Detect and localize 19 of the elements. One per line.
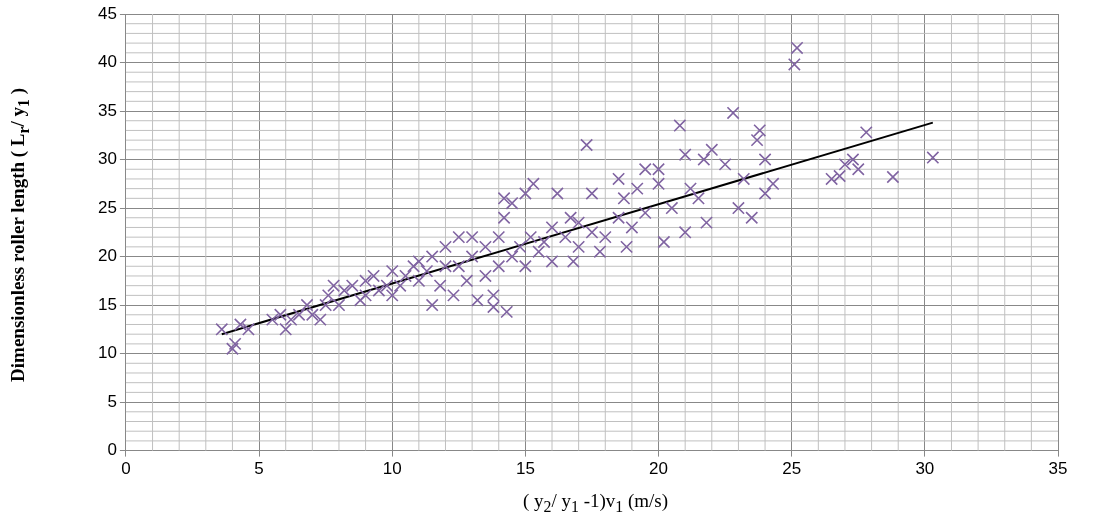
y-tick-label: 15	[97, 294, 117, 314]
y-tick-label: 45	[97, 3, 117, 23]
x-tick-label: 30	[915, 459, 935, 479]
x-tick-label: 10	[382, 459, 402, 479]
y-tick-label: 10	[97, 343, 117, 363]
y-tick-label: 40	[97, 52, 117, 72]
y-tick-label: 35	[97, 100, 117, 120]
x-tick-label: 0	[121, 459, 131, 479]
x-tick-label: 20	[649, 459, 668, 479]
y-tick-label: 20	[97, 246, 117, 266]
y-tick-label: 25	[97, 197, 117, 217]
x-tick-label: 5	[254, 459, 264, 479]
x-tick-label: 15	[515, 459, 535, 479]
y-tick-label: 0	[107, 440, 117, 460]
x-tick-label: 35	[1048, 459, 1068, 479]
y-tick-label: 5	[107, 391, 117, 411]
x-tick-label: 25	[782, 459, 802, 479]
x-axis-title: ( y$_{2}$/ y$_{1}$ -1)v$_{1}$ (m/s)	[521, 490, 670, 516]
y-tick-label: 30	[97, 149, 117, 169]
